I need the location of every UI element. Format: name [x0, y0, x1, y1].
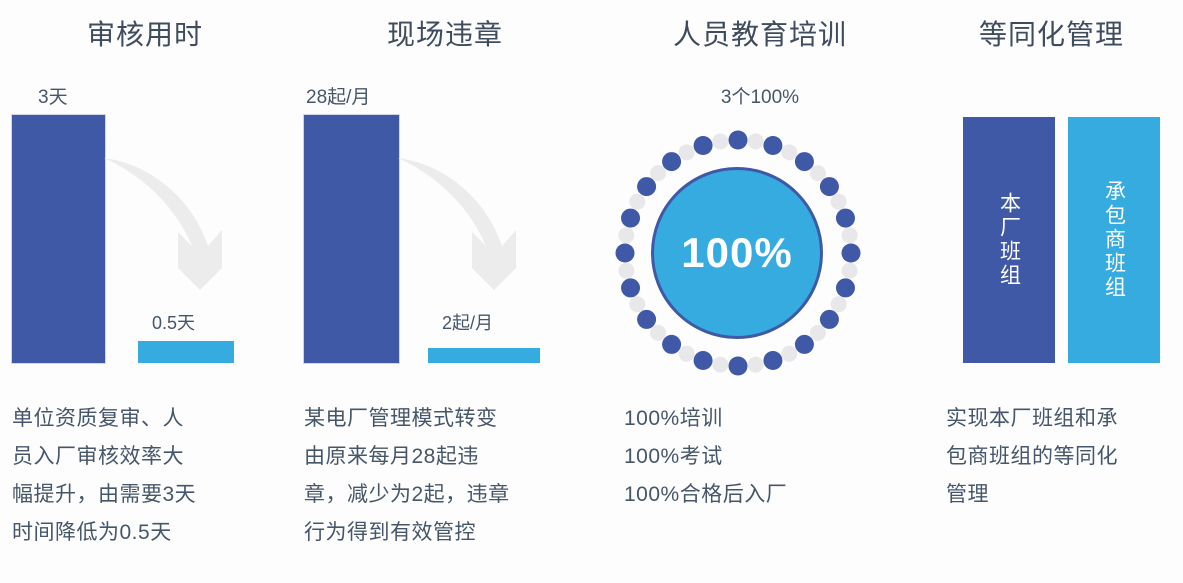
progress-circle-center: 100%: [651, 167, 823, 339]
description-line: 行为得到有效管控: [304, 521, 476, 544]
panel-title-onsite-violations: 现场违章: [386, 19, 503, 50]
description-line: 章，减少为2起，违章: [304, 483, 510, 506]
description-line: 由原来每月28起违: [304, 445, 479, 468]
description-line: 管理: [946, 483, 989, 506]
description-onsite-violations: 某电厂管理模式转变 由原来每月28起违 章，减少为2起，违章 行为得到有效管控: [304, 400, 562, 552]
bar-after-violations: [428, 348, 540, 363]
description-line: 幅提升，由需要3天: [12, 483, 197, 506]
trend-down-arrow-icon: [100, 150, 240, 295]
description-training: 100%培训 100%考试 100%合格后入厂: [624, 400, 904, 514]
progress-value-label: 100%: [681, 229, 793, 276]
bar-label-own-plant-team: 本厂班组: [997, 192, 1021, 288]
bar-label-contractor-team: 承包商班组: [1102, 180, 1126, 300]
bar-before-audit: [12, 115, 105, 363]
value-label-before-audit: 3天: [38, 87, 68, 108]
description-line: 包商班组的等同化: [946, 445, 1118, 468]
caption-training: 3个100%: [720, 87, 800, 108]
description-line: 100%合格后入厂: [624, 483, 788, 506]
value-label-after-violations: 2起/月: [442, 313, 494, 333]
bar-after-audit: [138, 341, 234, 363]
panel-training: 人员教育培训 3个100% 100% 100%培训 100%考试 100%合格后…: [600, 0, 920, 583]
value-label-after-audit: 0.5天: [152, 313, 196, 333]
description-line: 某电厂管理模式转变: [304, 407, 498, 430]
bar-contractor-team: 承包商班组: [1068, 117, 1160, 363]
description-line: 员入厂审核效率大: [12, 445, 184, 468]
description-audit-duration: 单位资质复审、人 员入厂审核效率大 幅提升，由需要3天 时间降低为0.5天: [12, 400, 252, 552]
panel-onsite-violations: 现场违章 28起/月 2起/月 某电厂管理模式转变 由原来每月28起违 章，减少…: [290, 0, 600, 583]
trend-down-arrow-icon: [394, 150, 534, 295]
panel-equal-management: 等同化管理 本厂班组 承包商班组 实现本厂班组和承 包商班组的等同化 管理: [920, 0, 1183, 583]
description-equal-management: 实现本厂班组和承 包商班组的等同化 管理: [946, 400, 1176, 514]
panel-title-equal-management: 等同化管理: [978, 19, 1124, 50]
description-line: 实现本厂班组和承: [946, 407, 1118, 430]
panel-title-audit-duration: 审核用时: [86, 19, 203, 50]
panel-title-training: 人员教育培训: [672, 19, 847, 50]
progress-ring-icon: [612, 127, 864, 384]
description-line: 时间降低为0.5天: [12, 521, 172, 544]
value-label-before-violations: 28起/月: [306, 87, 371, 108]
bar-own-plant-team: 本厂班组: [963, 117, 1055, 363]
panel-audit-duration: 审核用时 3天 0.5天 单位资质复审、人 员入厂审核效率大 幅提升，由需要3天…: [0, 0, 290, 583]
bar-before-violations: [304, 115, 399, 363]
description-line: 100%培训: [624, 407, 723, 430]
description-line: 100%考试: [624, 445, 723, 468]
description-line: 单位资质复审、人: [12, 407, 184, 430]
